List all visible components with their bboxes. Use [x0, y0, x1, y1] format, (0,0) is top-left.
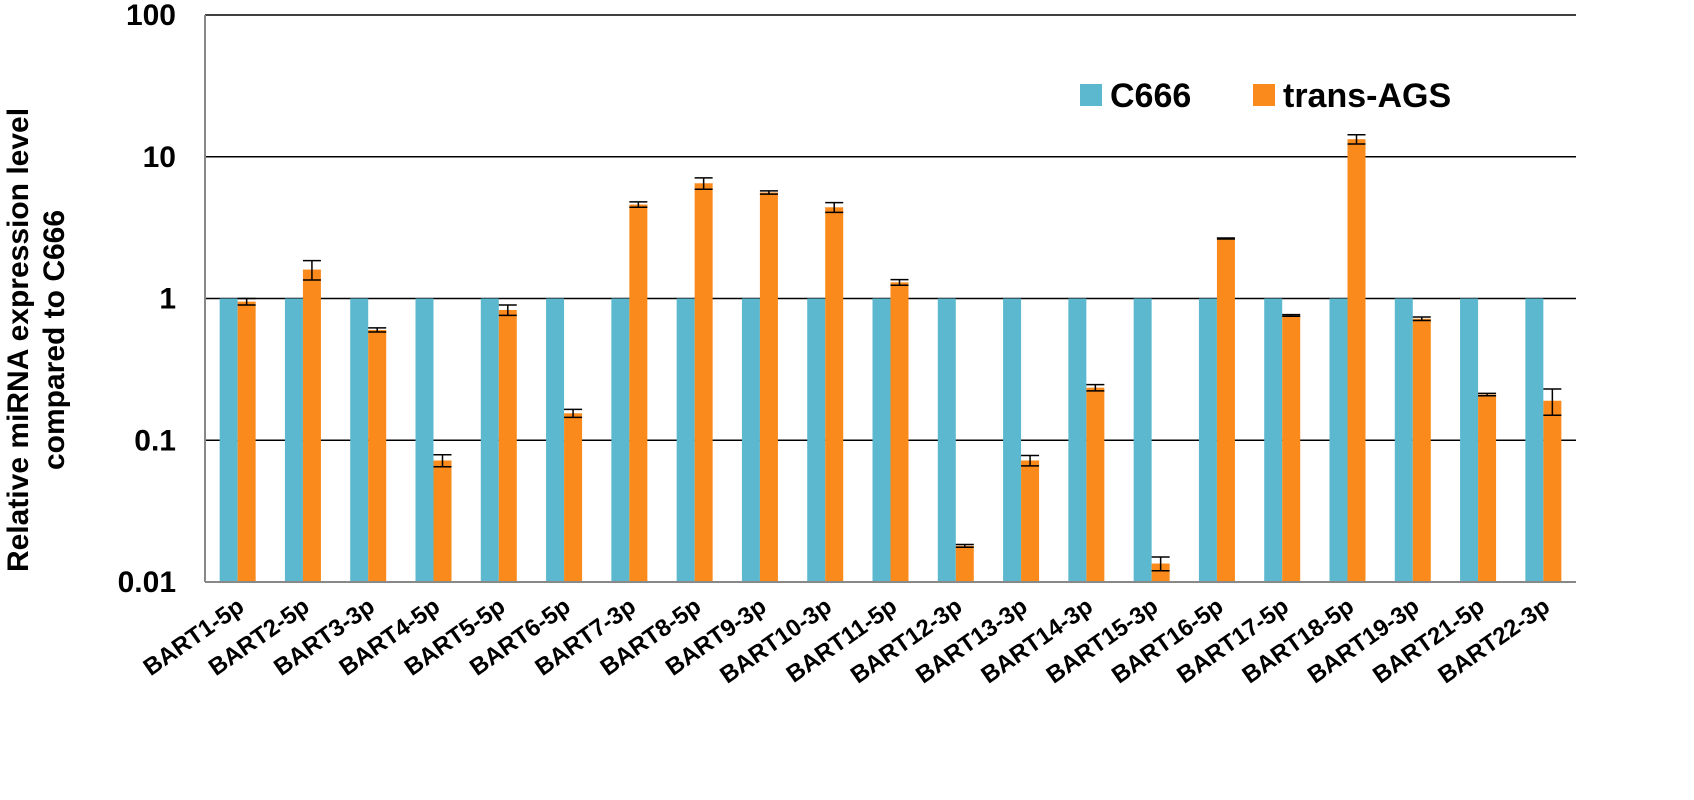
bar-c666: [415, 298, 434, 582]
bar-trans-ags: [237, 301, 256, 582]
bar-c666: [872, 298, 891, 582]
bar-trans-ags: [1347, 139, 1366, 582]
error-bar: [1021, 454, 1040, 467]
error-bar: [237, 297, 256, 306]
error-bar: [1086, 383, 1105, 392]
bar-c666: [219, 298, 238, 582]
bar-trans-ags: [368, 329, 387, 582]
error-bar: [694, 177, 713, 190]
legend-label: trans-AGS: [1283, 77, 1451, 115]
bar-c666: [1264, 298, 1283, 582]
x-tick-labels: BART1-5pBART2-5pBART3-3pBART4-5pBART5-5p…: [139, 593, 1555, 689]
bar-trans-ags: [890, 282, 909, 582]
bar-trans-ags: [433, 460, 452, 582]
legend-label: C666: [1110, 77, 1191, 115]
bar-c666: [937, 298, 956, 582]
error-bar: [759, 190, 778, 195]
bar-trans-ags: [1543, 400, 1562, 582]
y-tick-label: 10: [143, 141, 176, 174]
error-bar: [890, 278, 909, 287]
bar-c666: [284, 298, 303, 582]
bar-c666: [1394, 298, 1413, 582]
legend: C666 trans-AGS: [1080, 77, 1451, 115]
error-bar: [955, 543, 974, 548]
bar-trans-ags: [1412, 318, 1431, 582]
bar-c666: [611, 298, 630, 582]
bar-trans-ags: [629, 204, 648, 582]
bar-c666: [1460, 298, 1479, 582]
error-bar: [1216, 237, 1235, 240]
bar-c666: [1198, 298, 1217, 582]
error-bar: [302, 259, 321, 281]
bar-trans-ags: [302, 269, 321, 582]
bar-trans-ags: [1151, 563, 1170, 582]
y-axis-title-line2: compared to C666: [38, 210, 71, 470]
bar-trans-ags: [564, 413, 583, 582]
bar-trans-ags: [498, 309, 517, 582]
error-bar: [1478, 392, 1497, 397]
legend-swatch: [1253, 84, 1275, 106]
legend-item: C666: [1080, 77, 1191, 115]
error-bar: [629, 201, 648, 209]
error-bar: [433, 454, 452, 468]
bar-c666: [546, 298, 565, 582]
y-axis-title: Relative miRNA expression level compared…: [2, 108, 71, 572]
legend-item: trans-AGS: [1253, 77, 1451, 115]
y-tick-label: 0.1: [134, 424, 176, 457]
error-bars: [237, 133, 1562, 572]
bar-trans-ags: [1282, 315, 1301, 582]
y-tick-label: 0.01: [118, 566, 176, 599]
bar-c666: [741, 298, 760, 582]
error-bar: [1543, 388, 1562, 417]
bar-c666: [1003, 298, 1022, 582]
error-bar: [498, 304, 517, 317]
error-bar: [564, 408, 583, 419]
error-bar: [368, 327, 387, 333]
bar-trans-ags: [759, 192, 778, 583]
y-tick-label: 100: [126, 0, 176, 32]
bar-c666: [1525, 298, 1544, 582]
bar-trans-ags: [1216, 238, 1235, 583]
bar-c666: [1133, 298, 1152, 582]
bar-c666: [676, 298, 695, 582]
bar-trans-ags: [825, 207, 844, 582]
y-tick-labels: 0.01 0.1 1 10 100: [118, 0, 176, 599]
bar-trans-ags: [1478, 394, 1497, 582]
error-bar: [1151, 556, 1170, 572]
error-bar: [1412, 316, 1431, 322]
bars: [219, 139, 1562, 583]
bar-trans-ags: [1086, 387, 1105, 582]
bar-c666: [1068, 298, 1087, 582]
y-tick-label: 1: [159, 283, 176, 316]
bar-c666: [807, 298, 826, 582]
legend-swatch: [1080, 84, 1102, 106]
bar-c666: [1329, 298, 1348, 582]
error-bar: [1282, 313, 1301, 317]
bar-trans-ags: [1021, 460, 1040, 582]
error-bar: [825, 201, 844, 214]
bar-c666: [350, 298, 369, 582]
bar-trans-ags: [955, 545, 974, 582]
bar-trans-ags: [694, 183, 713, 582]
bar-c666: [480, 298, 499, 582]
y-axis-title-line1: Relative miRNA expression level: [2, 108, 35, 572]
error-bar: [1347, 133, 1366, 145]
